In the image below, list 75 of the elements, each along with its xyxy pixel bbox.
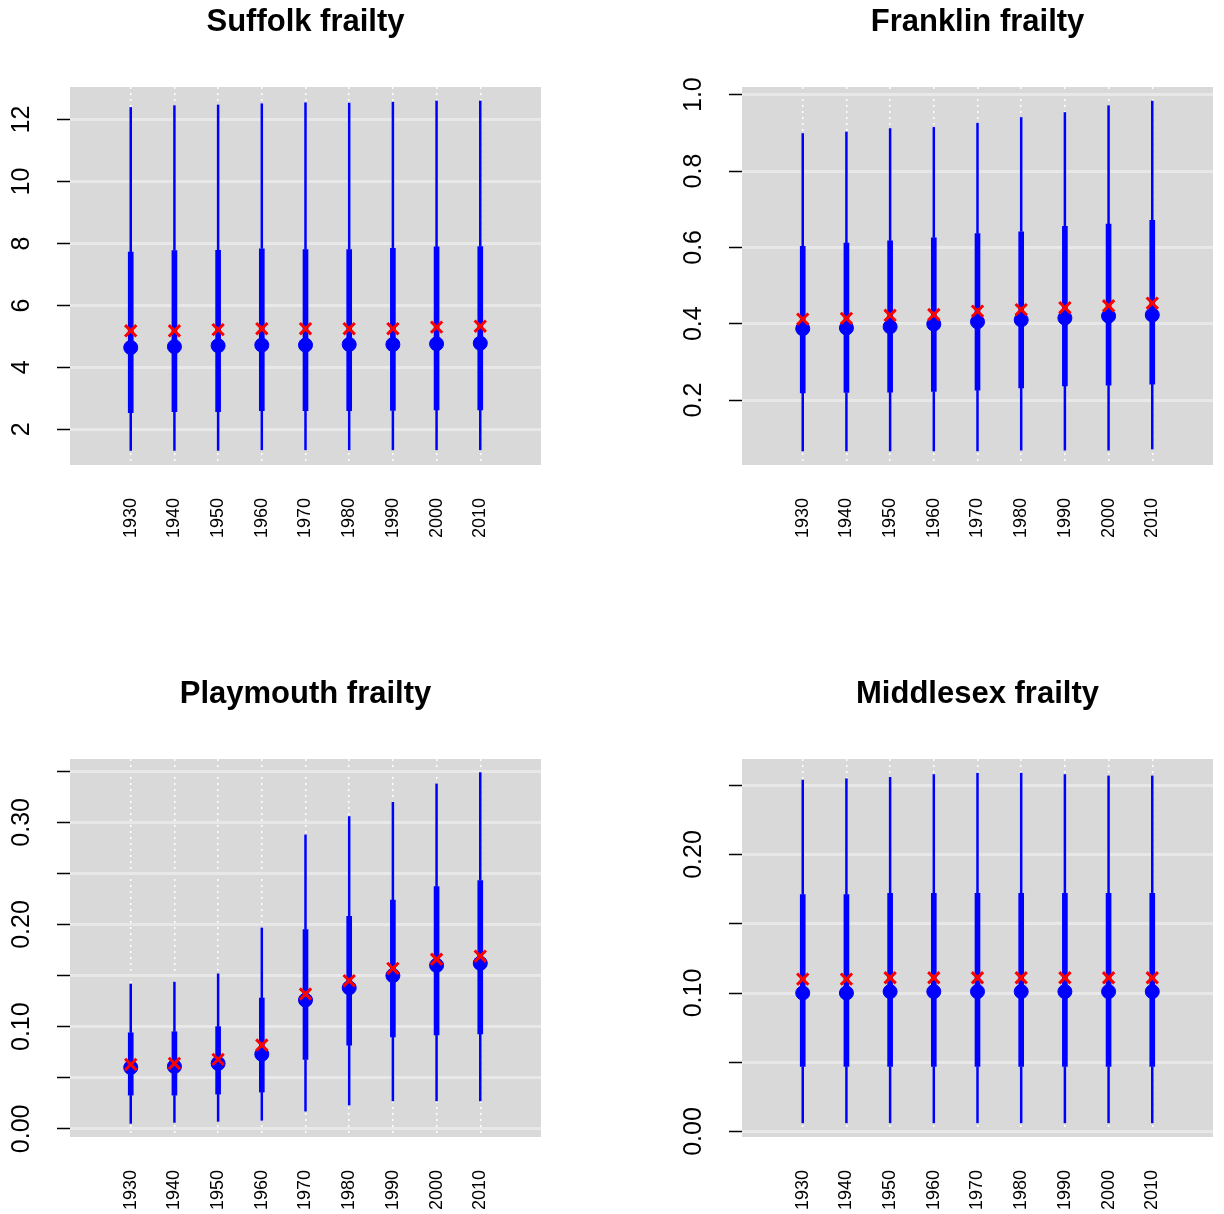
point — [473, 949, 488, 964]
chart-title: Franklin frailty — [870, 2, 1086, 38]
y-tick-label: 2 — [5, 422, 34, 437]
x-tick-label: 1950 — [879, 1170, 900, 1211]
point — [1101, 298, 1116, 313]
point — [254, 1037, 269, 1053]
x-tick-label: 1990 — [381, 1170, 402, 1211]
point — [839, 311, 854, 326]
x-tick-label: 1940 — [835, 1170, 856, 1211]
point — [1014, 302, 1029, 317]
x-tick-label: 1980 — [1010, 498, 1031, 539]
y-tick-label: 4 — [5, 360, 34, 375]
x-tick-label: 2000 — [1097, 1170, 1118, 1211]
x-tick-label: 1960 — [250, 1170, 271, 1211]
x-tick-label: 1990 — [381, 498, 402, 539]
x-tick-label: 1960 — [250, 498, 271, 539]
x-tick-label: 1960 — [922, 1170, 943, 1211]
x-tick-label: 1960 — [922, 498, 943, 539]
x-tick-label: 1950 — [879, 498, 900, 539]
point — [342, 973, 357, 988]
x-tick-label: 2010 — [1141, 1170, 1162, 1211]
y-tick-label: 0.4 — [677, 306, 706, 342]
x-tick-label: 1990 — [1053, 498, 1074, 539]
y-tick-label: 0.20 — [5, 900, 34, 949]
point — [795, 311, 810, 327]
y-tick-label: 0.2 — [677, 382, 706, 418]
y-tick-label: 0.10 — [5, 1002, 34, 1051]
y-tick-label: 12 — [5, 105, 34, 134]
x-tick-label: 1940 — [835, 498, 856, 539]
point — [123, 1057, 138, 1072]
x-tick-label: 1930 — [791, 1170, 812, 1211]
chart-title: Suffolk frailty — [206, 2, 406, 38]
x-tick-label: 2010 — [469, 498, 490, 539]
point — [429, 952, 444, 967]
y-tick-label: 0.30 — [5, 798, 34, 847]
point — [882, 308, 898, 323]
x-tick-label: 2010 — [1141, 498, 1162, 539]
x-tick-label: 1970 — [966, 498, 987, 539]
x-tick-label: 1940 — [163, 498, 184, 539]
point — [210, 1052, 226, 1067]
point — [385, 961, 401, 976]
x-tick-label: 1930 — [791, 498, 812, 539]
chart-title: Middlesex frailty — [856, 674, 1100, 710]
y-tick-label: 0.10 — [677, 968, 706, 1018]
x-tick-label: 1970 — [966, 1170, 987, 1211]
x-tick-label: 1950 — [207, 498, 228, 539]
x-tick-label: 2010 — [469, 1170, 490, 1211]
x-tick-label: 1930 — [119, 498, 140, 539]
point — [970, 303, 985, 319]
y-tick-label: 6 — [5, 298, 34, 313]
x-tick-label: 1970 — [294, 498, 315, 539]
x-tick-label: 2000 — [1097, 498, 1118, 539]
point — [298, 986, 313, 1002]
y-tick-label: 0.00 — [677, 1107, 706, 1156]
y-tick-label: 10 — [5, 167, 34, 196]
y-tick-label: 8 — [5, 236, 34, 251]
y-tick-label: 0.00 — [5, 1104, 34, 1154]
y-tick-label: 1.0 — [677, 77, 706, 113]
point — [1145, 295, 1160, 311]
y-tick-label: 0.6 — [677, 229, 706, 265]
x-tick-label: 1980 — [338, 1170, 359, 1211]
x-tick-label: 1990 — [1053, 1170, 1074, 1211]
x-tick-label: 2000 — [425, 1170, 446, 1211]
x-tick-label: 1980 — [338, 498, 359, 539]
x-tick-label: 1970 — [294, 1170, 315, 1211]
y-tick-label: 0.20 — [677, 830, 706, 879]
point — [926, 307, 941, 322]
chart-title: Playmouth frailty — [179, 674, 433, 710]
x-tick-label: 1980 — [1010, 1170, 1031, 1211]
x-tick-label: 1950 — [207, 1170, 228, 1211]
point — [1057, 300, 1073, 315]
x-tick-label: 1940 — [163, 1170, 184, 1211]
y-tick-label: 0.8 — [677, 153, 706, 189]
x-tick-label: 1930 — [119, 1170, 140, 1211]
x-tick-label: 2000 — [425, 498, 446, 539]
